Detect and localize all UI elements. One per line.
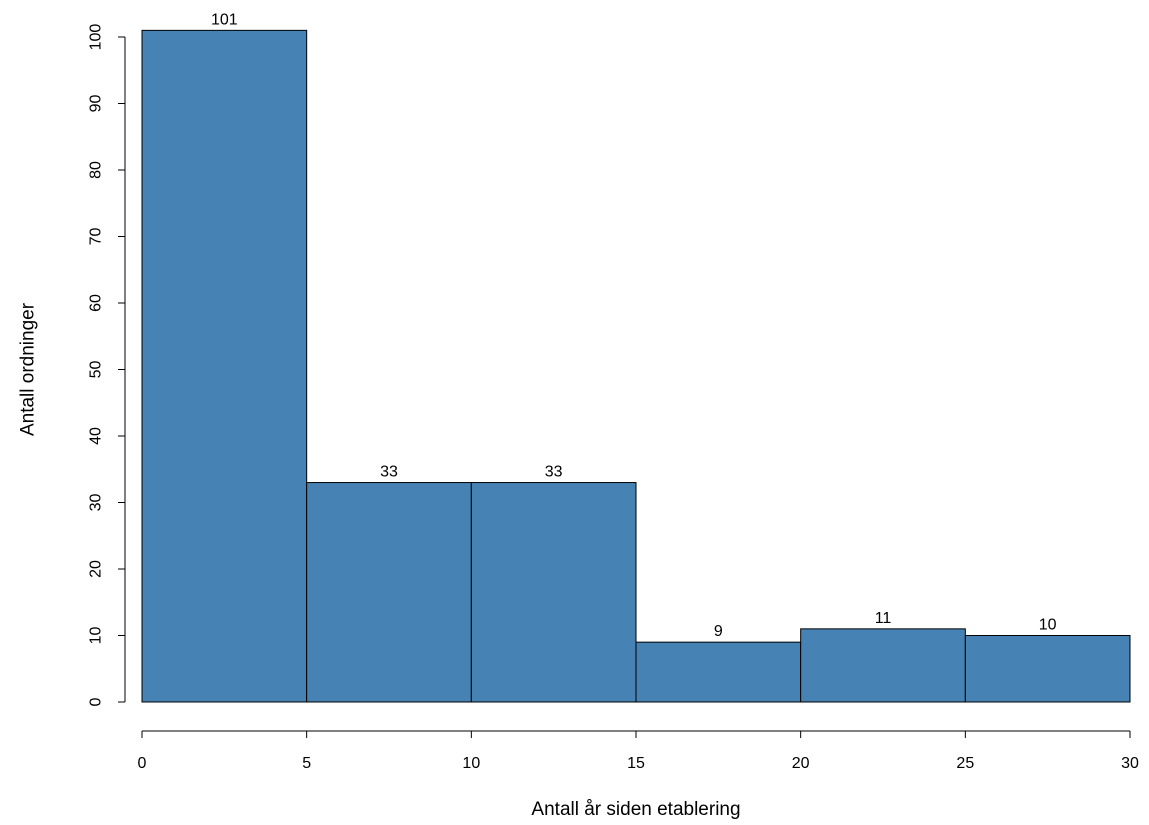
y-axis-title: Antall ordninger <box>18 302 39 436</box>
histogram-bar <box>141 29 308 703</box>
y-tick-label: 40 <box>88 427 105 445</box>
x-tick-label: 10 <box>462 755 480 772</box>
x-tick-label: 5 <box>302 755 311 772</box>
bar-labels-group: 101 33 33 9 11 10 <box>211 11 1057 640</box>
histogram-bar <box>635 641 802 703</box>
histogram-bar <box>470 482 637 703</box>
y-tick-label: 80 <box>88 161 105 179</box>
x-tick-label: 25 <box>956 755 974 772</box>
y-tick-label: 0 <box>88 697 105 706</box>
y-tick-label: 50 <box>88 361 105 379</box>
bar-value-label: 9 <box>714 623 723 640</box>
x-axis-title: Antall år siden etablering <box>531 799 740 820</box>
y-tick-label: 100 <box>88 24 105 51</box>
bar-value-label: 33 <box>545 464 563 481</box>
bars-group <box>141 29 1131 703</box>
bar-value-label: 33 <box>380 464 398 481</box>
y-tick-label: 70 <box>88 228 105 246</box>
y-tick-label: 10 <box>88 627 105 645</box>
bar-value-label: 11 <box>875 610 892 627</box>
x-tick-label: 0 <box>138 755 147 772</box>
histogram-bar <box>800 628 966 703</box>
y-axis: 0 10 20 30 40 50 60 70 80 90 100 <box>88 24 126 706</box>
x-tick-label: 15 <box>627 755 645 772</box>
histogram-bar <box>964 635 1131 703</box>
y-tick-label: 60 <box>88 294 105 312</box>
y-tick-label: 30 <box>88 494 105 512</box>
y-tick-label: 20 <box>88 560 105 578</box>
bar-value-label: 101 <box>211 11 238 28</box>
x-axis: 0 5 10 15 20 25 30 <box>138 730 1139 772</box>
x-tick-label: 20 <box>792 755 810 772</box>
y-tick-label: 90 <box>88 95 105 113</box>
bar-value-label: 10 <box>1039 617 1057 634</box>
histogram-bar <box>306 482 472 703</box>
x-tick-label: 30 <box>1121 755 1139 772</box>
